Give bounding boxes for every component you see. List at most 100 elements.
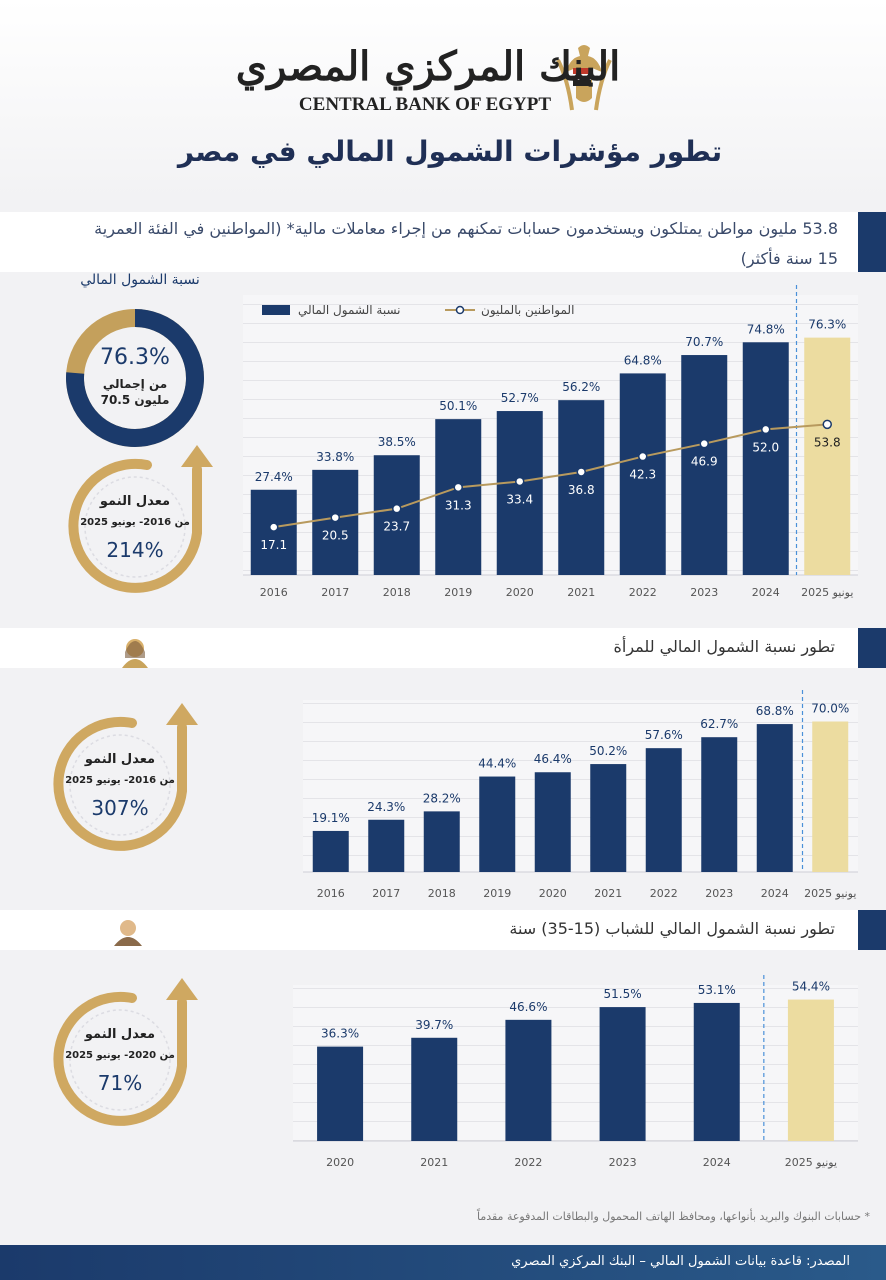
bar [681, 355, 728, 575]
x-tick-label: 2019 [444, 586, 472, 599]
women-marker [858, 628, 886, 668]
header-bg [0, 0, 886, 200]
value-label: 46.4% [534, 752, 572, 766]
chart-title: تطور نسبة الشمول المالي للشباب (15-35) س… [509, 919, 835, 938]
bar [312, 830, 349, 872]
footnote: * حسابات البنوك والبريد بأنواعها، ومحافظ… [476, 1210, 870, 1223]
value-label: 76.3% [808, 318, 846, 332]
value-label: 50.1% [439, 399, 477, 413]
legend-label: المواطنين بالمليون [481, 303, 574, 318]
bar [423, 811, 460, 872]
value-label: 54.4% [792, 980, 830, 994]
logo-ar: البنك المركزي المصري [236, 43, 620, 91]
bar [312, 469, 359, 575]
point [330, 512, 340, 523]
growth-value: 71% [98, 1071, 142, 1095]
bar [742, 342, 789, 575]
x-tick-label: 2020 [326, 1156, 354, 1169]
woman-icon [122, 639, 148, 668]
bar [558, 400, 605, 575]
line [273, 423, 828, 529]
value-label: 27.4% [255, 470, 293, 484]
point-label: 53.8 [814, 435, 841, 449]
x-tick-label: 2022 [629, 586, 657, 599]
growth-value: 307% [91, 796, 148, 820]
growth-title: معدل النمو [99, 494, 170, 509]
bar [317, 1046, 364, 1141]
value-label: 38.5% [378, 435, 416, 449]
x-tick-label: 2016 [317, 887, 345, 900]
donut-arc [66, 309, 204, 447]
value-label: 39.7% [415, 1018, 453, 1032]
legend-swatch [455, 305, 465, 315]
bar [496, 411, 543, 575]
growth-period: من 2016- يونيو 2025 [80, 517, 190, 528]
growth-period: من 2016- يونيو 2025 [65, 775, 175, 786]
bar [804, 337, 851, 575]
growth-arrow [166, 703, 198, 725]
point [269, 522, 279, 532]
x-tick-label: 2022 [650, 887, 678, 900]
value-label: 68.8% [756, 704, 794, 718]
x-tick-label: يونيو 2025 [801, 586, 853, 599]
youth-marker [858, 910, 886, 950]
x-tick-label: 2018 [383, 586, 411, 599]
value-label: 19.1% [312, 811, 350, 825]
emblem [556, 45, 612, 111]
bar [250, 489, 297, 575]
intro-text: 53.8 مليون مواطن يمتلكون ويستخدمون حسابا… [94, 219, 838, 268]
point [453, 482, 463, 493]
bar [619, 373, 666, 575]
point-label: 46.9 [691, 455, 718, 469]
x-tick-label: 2023 [705, 887, 733, 900]
x-tick-label: يونيو 2025 [804, 887, 856, 900]
bar [368, 819, 405, 872]
bar [701, 737, 738, 872]
point [576, 467, 586, 477]
point-label: 36.8 [568, 483, 595, 497]
x-tick-label: 2021 [594, 887, 622, 900]
growth-arrow [166, 978, 198, 1000]
value-label: 50.2% [589, 744, 627, 758]
point-label: 42.3 [629, 468, 656, 482]
donut-title: نسبة الشمول المالي [80, 272, 200, 288]
donut-caption: من إجمالي [103, 377, 167, 391]
value-label: 56.2% [562, 380, 600, 394]
point [392, 503, 402, 514]
value-label: 44.4% [478, 757, 516, 771]
growth-inner [84, 476, 186, 578]
growth-inner [69, 1009, 171, 1111]
bar [645, 748, 682, 872]
x-tick-label: 2017 [372, 887, 400, 900]
bar [787, 999, 834, 1141]
x-tick-label: 2023 [609, 1156, 637, 1169]
footer-bg [0, 1245, 886, 1280]
donut-caption: 70.5 مليون [101, 393, 170, 408]
donut-value: 76.3% [100, 345, 170, 370]
bar [411, 1037, 458, 1141]
x-tick-label: 2020 [506, 586, 534, 599]
x-tick-label: 2023 [690, 586, 718, 599]
page-title: تطور مؤشرات الشمول المالي في مصر [177, 135, 723, 168]
bar [590, 764, 627, 872]
point-label: 23.7 [383, 520, 410, 534]
x-tick-label: يونيو 2025 [785, 1156, 837, 1169]
x-tick-label: 2024 [761, 887, 789, 900]
value-label: 70.0% [811, 702, 849, 716]
legend-label: نسبة الشمول المالي [298, 303, 401, 318]
bar [812, 721, 849, 872]
growth-ring [53, 716, 187, 851]
bar [435, 419, 482, 575]
point [699, 438, 709, 449]
value-label: 53.1% [698, 983, 736, 997]
value-label: 70.7% [685, 335, 723, 349]
point [638, 451, 648, 462]
growth-ring [53, 991, 187, 1126]
youth-band [0, 910, 858, 950]
value-label: 74.8% [747, 322, 785, 336]
plot-bg [293, 985, 858, 1141]
growth-inner [69, 734, 171, 836]
growth-ring [68, 458, 202, 593]
